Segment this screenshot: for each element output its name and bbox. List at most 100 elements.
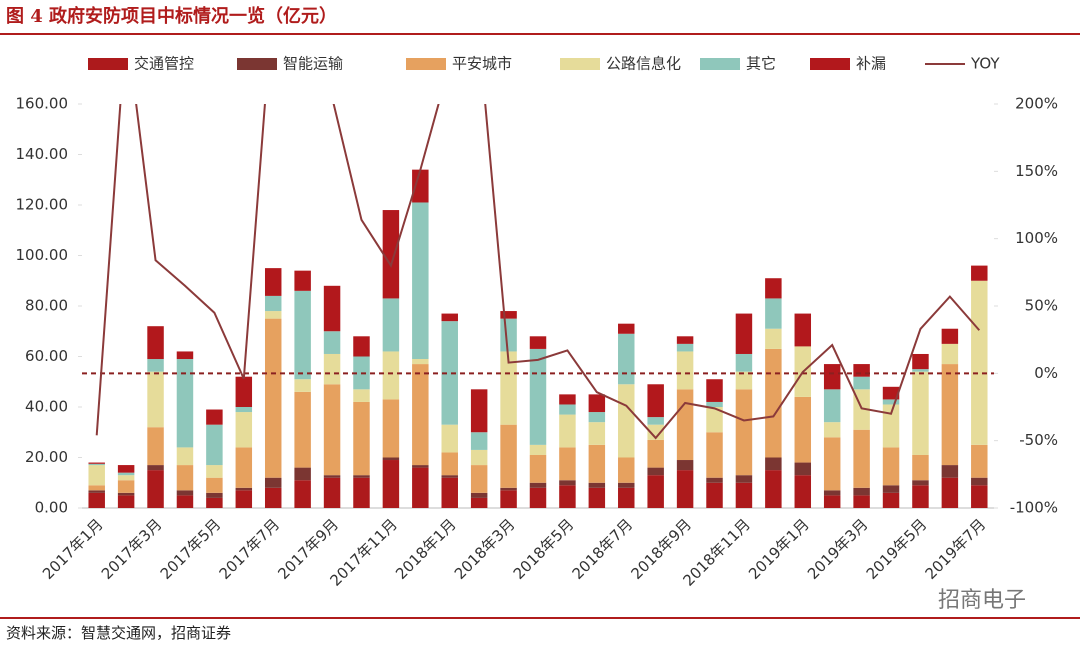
watermark: 招商电子: [938, 588, 1026, 613]
x-tick-label: 2018年5月: [510, 515, 578, 583]
bar-segment: [323, 353, 341, 385]
bar-segment: [470, 492, 488, 498]
bar-segment: [353, 475, 370, 478]
bar-segment: [735, 371, 753, 390]
y2-tick-label: 50%: [1025, 297, 1058, 315]
bar-segment: [912, 353, 929, 370]
bar-segment: [529, 482, 547, 488]
bar-segment: [88, 485, 105, 491]
legend-label: 公路信息化: [606, 55, 681, 73]
legend-label: YOY: [970, 55, 1000, 73]
bar-segment: [117, 465, 135, 473]
bar-segment: [412, 364, 429, 466]
bar-segment: [529, 444, 547, 455]
x-tick-label: 2019年7月: [922, 515, 990, 583]
legend-label: 智能运输: [283, 55, 343, 73]
x-tick-label: 2019年3月: [804, 515, 872, 583]
bar-segment: [147, 359, 164, 372]
y-tick-label: 120.00: [16, 196, 69, 214]
bar-segment: [676, 343, 694, 352]
bar-segment: [441, 452, 458, 476]
bar-segment: [765, 298, 782, 329]
bar-segment: [294, 391, 311, 468]
bar-segment: [323, 331, 341, 354]
bar-segment: [264, 268, 282, 296]
bar-segment: [470, 497, 488, 508]
x-tick-label: 2018年7月: [569, 515, 637, 583]
bar-segment: [88, 492, 105, 508]
y2-tick-label: 0%: [1034, 364, 1058, 382]
bar-segment: [88, 490, 105, 493]
y2-tick-label: 150%: [1015, 162, 1058, 180]
bar-segment: [971, 444, 988, 478]
y2-tick-label: -50%: [1019, 431, 1058, 449]
bar-segment: [706, 407, 723, 433]
legend-swatch: [810, 58, 850, 70]
bar-segment: [500, 351, 517, 425]
bar-segment: [912, 480, 929, 486]
bar-segment: [147, 465, 164, 471]
bar-segment: [147, 326, 164, 360]
bar-segment: [323, 285, 341, 332]
bar-segment: [765, 348, 782, 458]
bar-segment: [823, 495, 841, 508]
x-tick-label: 2018年1月: [392, 515, 460, 583]
bar-segment: [353, 336, 370, 357]
bar-segment: [323, 475, 341, 478]
bar-segment: [676, 351, 694, 390]
bar-segment: [735, 389, 753, 476]
bar-segment: [588, 444, 606, 483]
bar-segment: [912, 371, 929, 455]
bar-segment: [971, 265, 988, 281]
bar-segment: [441, 424, 458, 453]
bar-segment: [588, 482, 606, 488]
bar-segment: [765, 470, 782, 508]
y-tick-label: 60.00: [25, 347, 68, 365]
legend-swatch: [560, 58, 600, 70]
bar-segment: [941, 343, 959, 365]
bar-segment: [412, 465, 429, 468]
x-tick-label: 2017年1月: [39, 515, 107, 583]
bar-segment: [941, 477, 959, 508]
bar-segment: [176, 490, 194, 496]
bar-segment: [823, 490, 841, 496]
bar-segment: [441, 313, 458, 322]
bar-segment: [735, 475, 753, 483]
bar-segment: [294, 270, 311, 291]
legend-label: 其它: [746, 55, 776, 73]
bar-segment: [647, 475, 664, 508]
legend-swatch: [88, 58, 128, 70]
y-tick-label: 20.00: [25, 448, 68, 466]
bar-segment: [794, 396, 812, 463]
bar-segment: [264, 318, 282, 478]
bar-segment: [823, 389, 841, 423]
bar-segment: [264, 487, 282, 508]
bar-segment: [853, 495, 870, 508]
bar-segment: [117, 475, 135, 481]
bar-segment: [706, 477, 723, 483]
bar-segment: [647, 424, 664, 440]
bar-segment: [235, 376, 253, 407]
bar-segment: [206, 477, 223, 493]
bar-segment: [147, 470, 164, 508]
bar-segment: [500, 424, 517, 488]
bar-segment: [882, 447, 900, 486]
bar-segment: [206, 409, 223, 425]
bar-segment: [264, 311, 282, 319]
bar-segment: [529, 336, 547, 349]
bar-segment: [647, 439, 664, 468]
bar-segment: [147, 427, 164, 466]
bar-segment: [647, 417, 664, 425]
x-tick-label: 2017年7月: [216, 515, 284, 583]
bar-segment: [765, 278, 782, 299]
bar-segment: [294, 290, 311, 380]
bar-segment: [176, 359, 194, 448]
bar-segment: [353, 477, 370, 508]
bar-segment: [794, 475, 812, 508]
bar-segment: [382, 399, 400, 458]
bar-segment: [441, 477, 458, 508]
y2-tick-label: 100%: [1015, 229, 1058, 247]
bar-segment: [470, 449, 488, 466]
bar-segment: [912, 454, 929, 481]
y-tick-label: 80.00: [25, 297, 68, 315]
